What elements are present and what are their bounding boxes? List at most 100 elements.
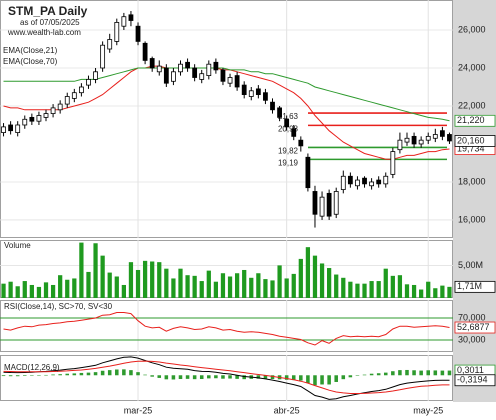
volume-bar [376,281,381,298]
volume-bar [171,278,176,298]
volume-bar [43,282,49,298]
last-value-box [454,374,496,387]
candle-body [135,25,141,42]
candle-body [333,191,339,215]
candle-body [64,96,70,105]
candle-body [277,107,282,118]
legend-entry: EMA(Close,70) [3,57,58,66]
volume-bar [334,274,339,298]
volume-bar [36,286,42,298]
axis-area [453,0,496,402]
panel-frame [0,355,453,401]
histogram-bar [341,375,346,380]
last-value-box [454,135,496,147]
volume-bar [327,268,332,298]
histogram-bar [299,375,303,381]
histogram-bar [192,375,197,380]
y-tick-label: 18,000 [458,176,486,186]
histogram-bar [86,372,91,376]
volume-bar [107,272,112,298]
last-value-label: 19,734 [457,143,485,153]
volume-bar [114,276,119,298]
volume-bar [397,275,403,298]
y-tick-label: 16,000 [458,214,486,224]
volume-bar [305,247,311,298]
panel-frame [0,240,453,298]
histogram-bar [320,375,324,385]
volume-bar [185,275,190,298]
candle-body [397,139,403,151]
histogram-bar [391,371,395,376]
volume-bar [242,269,247,298]
candle-body [227,77,233,84]
histogram-bar [143,374,147,376]
volume-bar [65,279,70,298]
y-tick-label: 70,000 [458,312,486,322]
volume-bar [227,276,233,298]
candle-body [263,92,268,101]
y-tick-label: 26,000 [458,24,486,34]
histogram-bar [263,375,268,379]
candle-body [29,116,35,122]
candle-body [36,115,42,122]
level-label: 19,82 [278,147,299,156]
y-tick-label: 5,00M [458,260,483,270]
last-value-label: 52,6877 [457,322,490,332]
y-tick-label: 24,000 [458,62,486,72]
histogram-bar [228,375,232,379]
candle-body [128,14,134,21]
volume-bar [298,258,303,298]
volume-bar [312,255,318,298]
level-label: 20,98 [278,124,299,133]
volume-bar [419,289,424,298]
histogram-bar [426,370,430,376]
volume-bar [319,263,325,298]
volume-bar [58,275,63,298]
histogram-bar [199,375,204,380]
histogram-bar [23,375,27,376]
histogram-bar [376,373,381,376]
histogram-bar [115,369,119,376]
candle-body [447,134,452,142]
histogram-bar [256,375,261,379]
volume-bar [164,268,169,298]
candle-body [326,192,332,217]
histogram-bar [270,375,275,380]
candle-body [93,71,98,80]
panel-title: RSI(Close,14), SC>70, SV<30 [4,302,113,311]
last-value-box [454,280,496,293]
histogram-bar [284,375,289,380]
candle-body [340,175,346,190]
volume-bar [440,285,445,298]
volume-bar [157,262,162,298]
volume-bar [348,281,353,298]
volume-bar [100,255,105,298]
histogram-bar [72,373,77,376]
legend-entry: EMA(Close,21) [3,46,58,55]
candle-body [1,126,6,133]
candle-body [78,86,84,94]
histogram-bar [65,373,70,376]
volume-bar [341,277,346,298]
chart-title: STM_PA Daily [8,4,88,18]
candle-body [347,175,353,185]
histogram-bar [79,372,84,376]
histogram-bar [51,374,55,376]
volume-bar [256,273,261,298]
volume-bar [270,280,275,298]
histogram-bar [100,370,105,376]
volume-bar [249,277,254,298]
y-tick-label: 22,000 [458,100,486,110]
candle-body [432,134,438,139]
candle-body [418,139,424,145]
candle-body [114,22,120,42]
line-series [3,65,450,160]
histogram-bar [355,375,360,376]
histogram-bar [313,375,317,386]
candle-body [178,63,183,73]
last-value-label: 20,160 [457,135,485,145]
candle-body [206,63,212,76]
last-value-label: 0,3011 [457,365,484,375]
